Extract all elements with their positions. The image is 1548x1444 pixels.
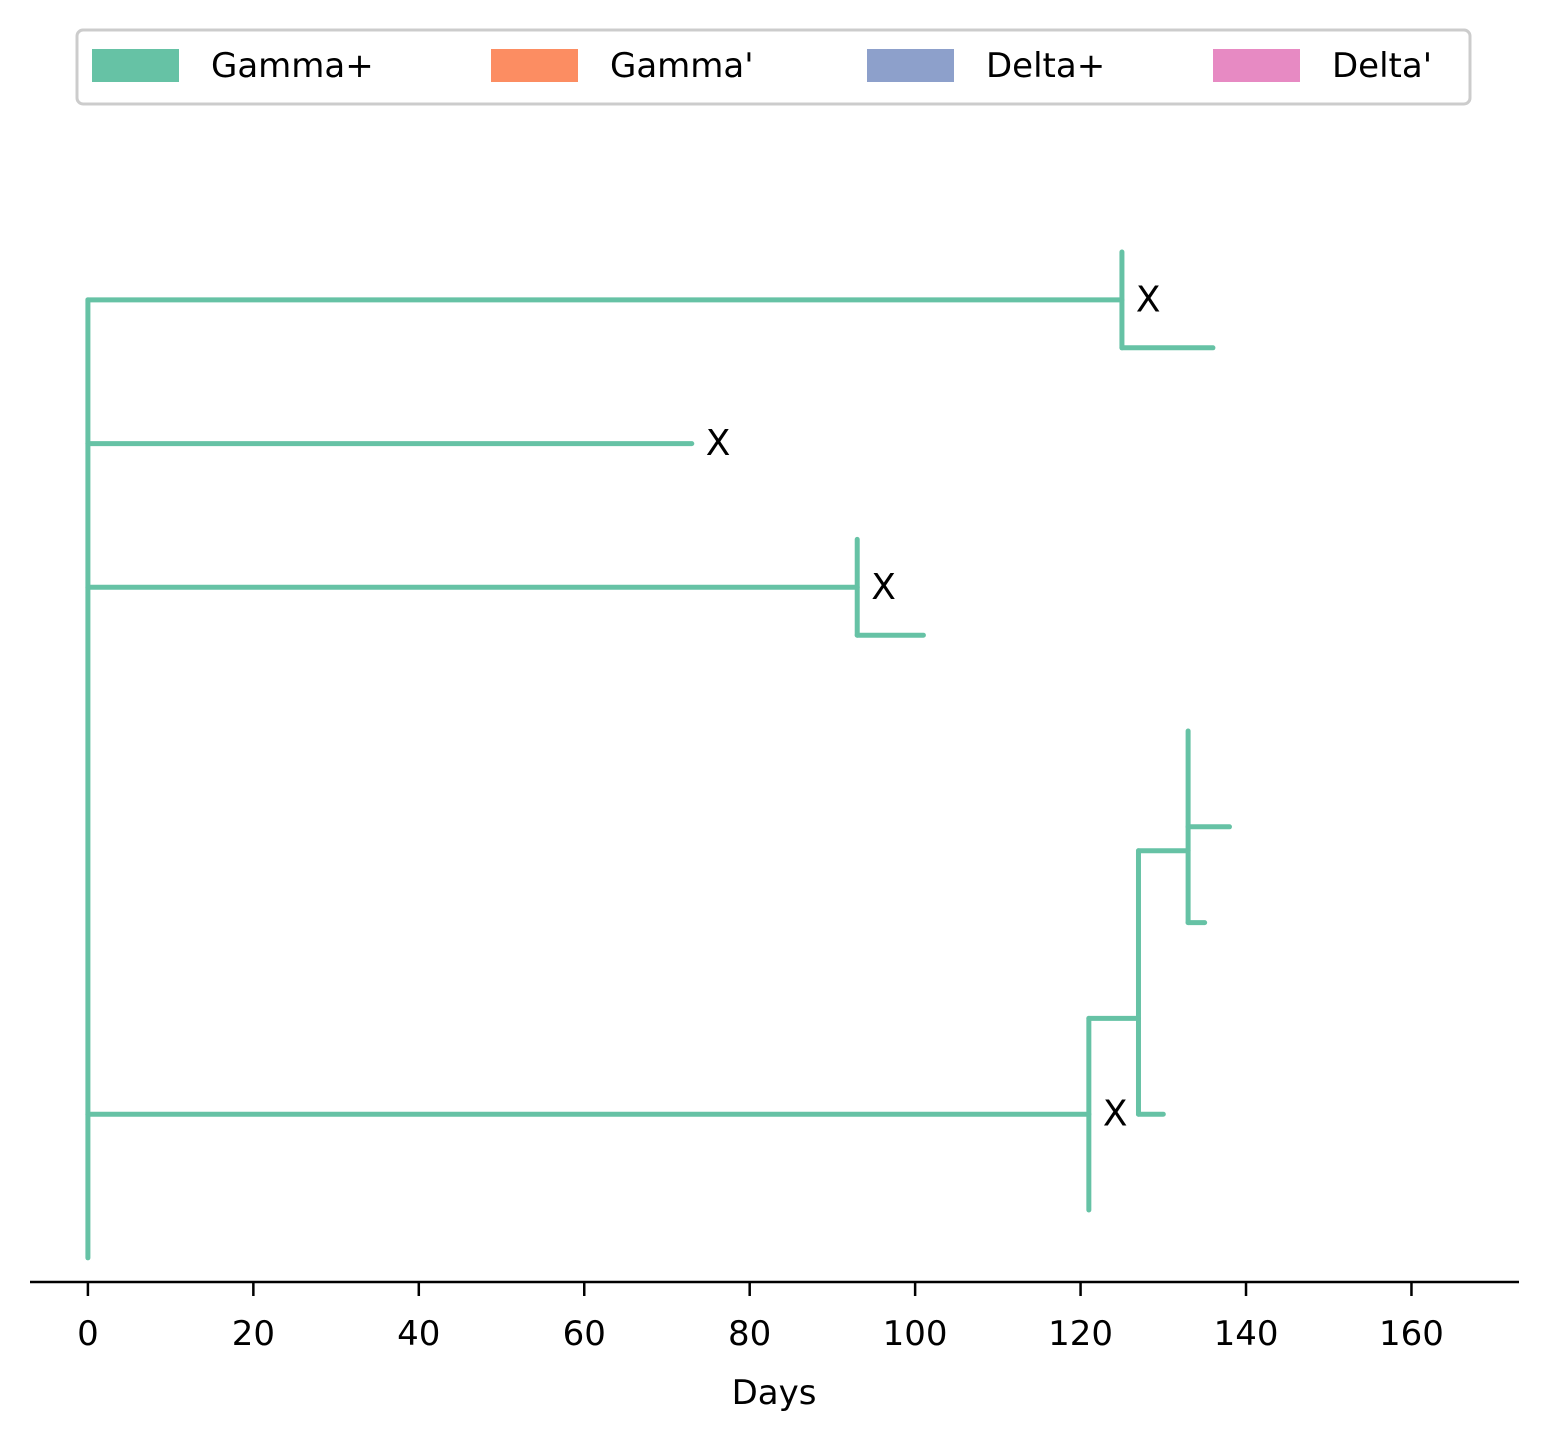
legend: Gamma+ Gamma' Delta+ Delta' xyxy=(75,28,1472,106)
x-tick-label: 0 xyxy=(77,1314,99,1354)
legend-frame xyxy=(75,28,1472,106)
legend-label: Delta' xyxy=(1332,46,1432,86)
event-marker-label: X xyxy=(871,567,896,608)
x-axis-title: Days xyxy=(732,1373,817,1413)
x-tick-label: 120 xyxy=(1048,1314,1113,1354)
legend-label: Gamma' xyxy=(610,46,754,86)
legend-entries: Gamma+ Gamma' Delta+ Delta' xyxy=(92,46,1432,86)
legend-label: Gamma+ xyxy=(211,46,374,86)
legend-swatch xyxy=(867,49,954,82)
event-marker-label: X xyxy=(706,423,731,464)
x-tick-label: 100 xyxy=(883,1314,948,1354)
x-tick-label: 140 xyxy=(1214,1314,1279,1354)
legend-swatch xyxy=(491,49,578,82)
tree-branches xyxy=(85,249,1232,1261)
plot-area: X X X X xyxy=(85,249,1232,1261)
legend-label: Delta+ xyxy=(986,46,1105,86)
x-axis: 0 20 40 60 80 100 120 140 160 Days xyxy=(30,1280,1519,1413)
x-tick-label: 40 xyxy=(397,1314,440,1354)
x-axis-ticks: 0 20 40 60 80 100 120 140 160 xyxy=(77,1282,1444,1354)
event-markers: X X X X xyxy=(706,279,1161,1134)
x-tick-label: 20 xyxy=(232,1314,275,1354)
x-tick-label: 160 xyxy=(1379,1314,1444,1354)
legend-swatch xyxy=(92,49,179,82)
x-tick-label: 80 xyxy=(728,1314,771,1354)
x-tick-label: 60 xyxy=(563,1314,606,1354)
event-marker-label: X xyxy=(1103,1094,1128,1135)
event-marker-label: X xyxy=(1136,279,1161,320)
legend-swatch xyxy=(1213,49,1300,82)
